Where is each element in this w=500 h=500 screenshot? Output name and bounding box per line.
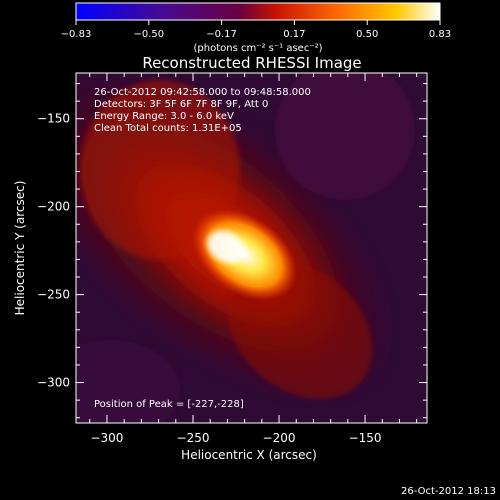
y-tick-label: −250 <box>37 288 70 302</box>
colorbar-ticks: −0.83 −0.50 −0.17 0.17 0.50 0.83 <box>61 20 451 40</box>
peak-position-label: Position of Peak = [-227,-228] <box>94 399 244 410</box>
y-tick-label: −200 <box>37 200 70 214</box>
annotation-line: Energy Range: 3.0 - 6.0 keV <box>94 111 234 122</box>
colorbar-tick-label: 0.83 <box>429 29 451 40</box>
colorbar-tick-label: 0.50 <box>356 29 378 40</box>
y-axis-ticks: −150 −200 −250 −300 <box>37 83 427 419</box>
footer-timestamp: 26-Oct-2012 18:13 <box>401 486 496 497</box>
peak-marker <box>207 230 245 264</box>
y-tick-label: −300 <box>37 376 70 390</box>
annotation-block: 26-Oct-2012 09:42:58.000 to 09:48:58.000… <box>94 87 311 134</box>
colorbar-tick-label: −0.17 <box>206 29 237 40</box>
y-tick-label: −150 <box>37 112 70 126</box>
heatmap-image <box>76 73 427 423</box>
colorbar <box>75 2 441 21</box>
chart-title: Reconstructed RHESSI Image <box>142 54 361 72</box>
x-tick-label: −250 <box>177 431 210 445</box>
x-axis-ticks: −300 −250 −200 −150 <box>89 73 418 445</box>
colorbar-tick-label: 0.17 <box>283 29 305 40</box>
x-tick-label: −300 <box>90 431 123 445</box>
x-axis-label: Heliocentric X (arcsec) <box>181 448 317 462</box>
colorbar-unit-label: (photons cm⁻² s⁻¹ asec⁻²) <box>193 43 322 54</box>
x-tick-label: −200 <box>263 431 296 445</box>
annotation-line: 26-Oct-2012 09:42:58.000 to 09:48:58.000 <box>94 87 311 98</box>
annotation-line: Clean Total counts: 1.31E+05 <box>94 123 242 134</box>
x-tick-label: −150 <box>349 431 382 445</box>
y-axis-label: Heliocentric Y (arcsec) <box>13 181 27 316</box>
colorbar-tick-label: −0.50 <box>133 29 164 40</box>
annotation-line: Detectors: 3F 5F 6F 7F 8F 9F, Att 0 <box>94 99 268 110</box>
colorbar-tick-label: −0.83 <box>61 29 92 40</box>
plot-frame <box>75 72 428 424</box>
